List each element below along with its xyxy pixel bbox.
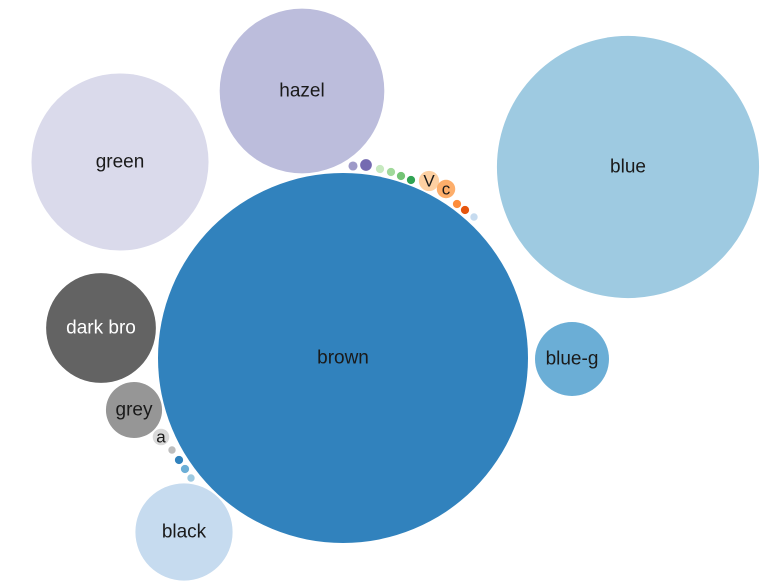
bubble-dot-17 [452,199,462,209]
bubble-circle-dot-15 [396,171,406,181]
bubble-circle-black [135,483,233,581]
bubble-circle-blue-g [535,322,609,396]
bubble-dot-15 [396,171,406,181]
bubble-circle-dot-14 [386,167,396,177]
bubble-circle-v [418,170,440,192]
bubble-green: green [31,73,209,251]
bubble-brown: brown [158,173,528,543]
bubble-label-blue: blue [610,157,646,178]
bubble-label-brown: brown [317,348,369,369]
bubble-dot-13 [375,164,385,174]
bubble-circle-grey [105,381,163,439]
bubble-v: V [418,170,440,192]
bubble-circle-dot-16 [406,175,416,185]
bubble-dot-12 [360,159,372,171]
bubble-dot-23 [187,474,195,482]
bubble-label-a: a [156,428,166,447]
bubble-label-c: c [442,180,451,199]
bubble-circle-dot-23 [187,474,195,482]
bubble-label-grey: grey [116,400,153,421]
bubble-dot-21 [174,455,184,465]
bubble-label-dark-bro: dark bro [66,318,136,339]
bubble-dot-18 [460,205,470,215]
bubble-c: c [436,179,456,199]
bubble-blue-g: blue-g [535,322,609,396]
bubble-circle-blue [496,35,760,299]
bubble-circle-a [152,428,170,446]
bubble-circle-dot-13 [375,164,385,174]
bubble-dot-22 [180,464,190,474]
bubble-a: a [152,428,170,447]
bubble-circle-dark-bro [46,273,156,383]
bubble-dot-19 [470,213,478,221]
bubble-grey: grey [105,381,163,439]
bubble-circle-brown [158,173,528,543]
bubble-circle-dot-17 [452,199,462,209]
bubble-label-hazel: hazel [279,81,324,102]
bubble-dot-20 [168,446,176,454]
bubble-hazel: hazel [219,8,385,174]
bubble-circle-dot-11 [348,161,358,171]
bubble-blue: blue [496,35,760,299]
bubble-circle-green [31,73,209,251]
bubble-circle-dot-18 [460,205,470,215]
bubble-dot-16 [406,175,416,185]
bubble-label-v: V [423,172,435,191]
bubble-label-black: black [162,522,207,543]
bubble-label-blue-g: blue-g [546,349,599,370]
bubble-circle-c [436,179,456,199]
bubble-black: black [135,483,233,581]
bubble-label-green: green [96,152,145,173]
bubble-dot-11 [348,161,358,171]
bubble-circle-dot-21 [174,455,184,465]
bubble-circle-hazel [219,8,385,174]
bubble-dark-bro: dark bro [46,273,156,383]
bubble-circle-dot-12 [360,159,372,171]
bubble-circle-dot-19 [470,213,478,221]
bubble-circle-dot-20 [168,446,176,454]
bubble-circle-dot-22 [180,464,190,474]
bubble-dot-14 [386,167,396,177]
